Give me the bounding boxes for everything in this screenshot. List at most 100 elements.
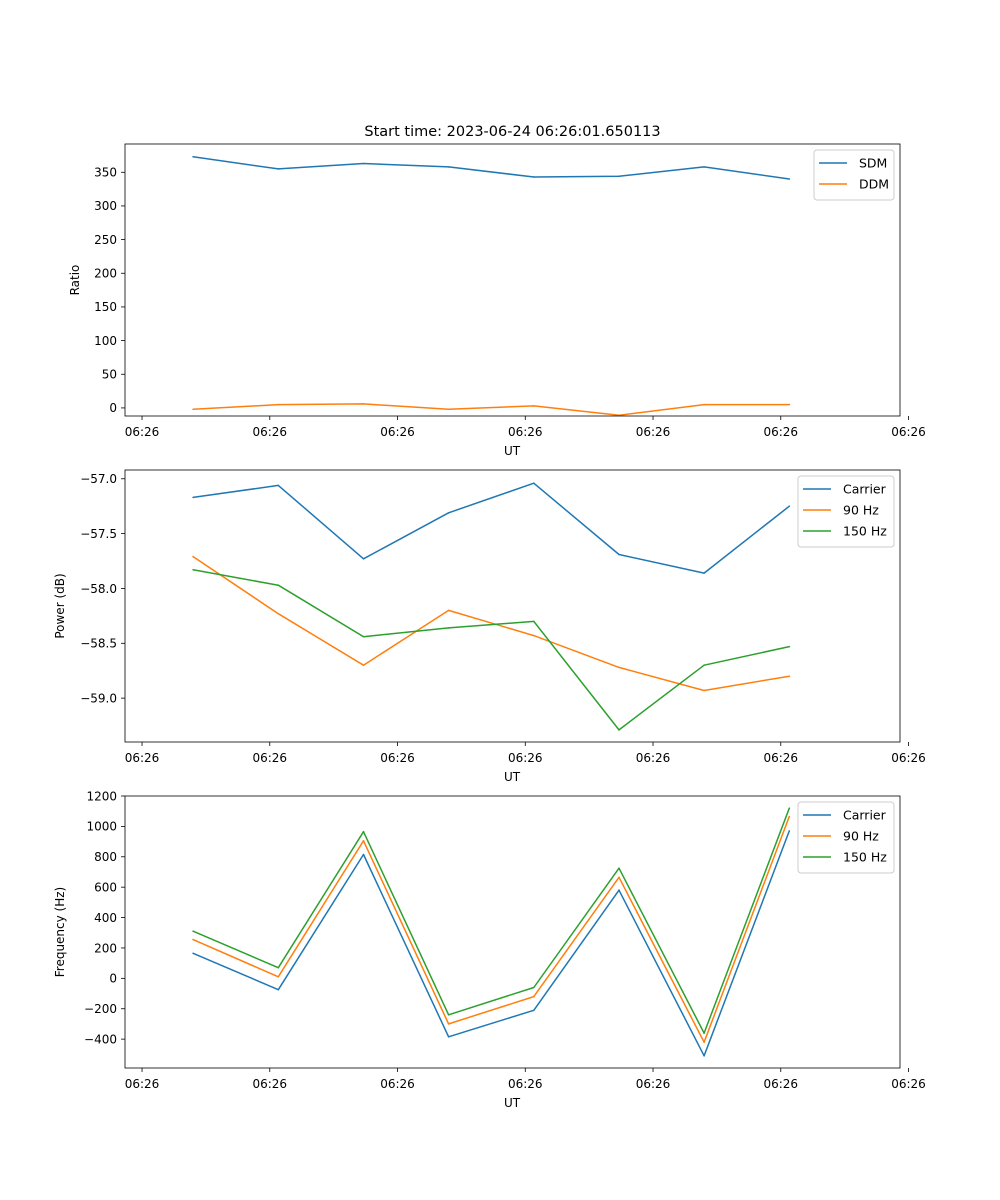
data-point-150-hz (277, 966, 280, 969)
x-axis-label: UT (504, 1096, 521, 1110)
data-point-carrier (533, 1009, 535, 1012)
legend-label: Carrier (843, 482, 887, 497)
x-tick-label: 06:26 (763, 751, 798, 765)
data-point-90-hz (192, 938, 194, 941)
legend-label: 150 Hz (843, 524, 887, 539)
y-tick-label: 100 (94, 334, 117, 348)
legend: Carrier 90 Hz 150 Hz (797, 801, 895, 874)
y-tick-label: 150 (94, 300, 117, 314)
series-line-90-hz (192, 816, 791, 1043)
x-tick-label: 06:26 (508, 425, 543, 439)
plot-frame (124, 795, 901, 1069)
x-tick-label: 06:26 (252, 1077, 287, 1091)
data-point-90-hz (447, 1023, 450, 1025)
data-point-150-hz (618, 867, 620, 869)
y-tick-label: 800 (94, 850, 117, 864)
data-point-sdm (447, 166, 450, 168)
data-point-ddm (447, 408, 450, 411)
chart-panel-2: 06:26 06:26 06:26 06:26 06:26 06:26 06:26 −59.0… (53, 469, 926, 784)
x-tick-label: 06:26 (891, 425, 926, 439)
data-point-90-hz (277, 612, 280, 615)
data-point-carrier (788, 505, 791, 508)
series-line-ddm (193, 403, 790, 417)
data-point-150-hz (277, 584, 280, 586)
y-axis-label: Power (dB) (53, 573, 67, 638)
data-point-carrier (192, 496, 194, 499)
x-tick-label: 06:26 (252, 751, 287, 765)
y-tick-label: 200 (94, 941, 117, 955)
legend: Carrier 90 Hz 150 Hz (797, 475, 895, 548)
data-point-90-hz (192, 555, 194, 558)
x-tick-label: 06:26 (125, 425, 160, 439)
data-point-sdm (277, 168, 280, 170)
y-tick-label: −400 (84, 1032, 117, 1046)
x-tick-label: 06:26 (508, 751, 543, 765)
data-point-ddm (362, 403, 365, 405)
y-tick-label: −200 (84, 1002, 117, 1016)
data-point-90-hz (447, 609, 450, 612)
data-point-carrier (362, 558, 365, 560)
x-tick-label: 06:26 (125, 1077, 160, 1091)
data-point-sdm (788, 178, 791, 180)
data-point-150-hz (447, 1014, 450, 1016)
data-point-carrier (362, 853, 365, 856)
data-point-90-hz (703, 1041, 705, 1043)
chart-panels: 06:26 06:26 06:26 06:26 06:26 06:26 06:26 0 50 10… (53, 143, 926, 1110)
x-tick-label: 06:26 (636, 751, 671, 765)
legend-label: 90 Hz (843, 829, 879, 844)
x-tick-label: 06:26 (252, 425, 287, 439)
chart-panel-1: 06:26 06:26 06:26 06:26 06:26 06:26 06:26 0 50 10… (68, 143, 926, 458)
data-point-sdm (533, 176, 535, 178)
y-tick-label: 300 (94, 199, 117, 213)
data-point-150-hz (192, 569, 194, 571)
legend-label: 90 Hz (843, 503, 879, 518)
x-tick-label: 06:26 (763, 1077, 798, 1091)
x-tick-label: 06:26 (380, 751, 415, 765)
x-tick-label: 06:26 (891, 1077, 926, 1091)
data-point-carrier (277, 484, 280, 487)
data-point-90-hz (618, 666, 620, 669)
data-point-90-hz (618, 876, 620, 879)
x-tick-label: 06:26 (380, 425, 415, 439)
x-axis-label: UT (504, 770, 521, 784)
data-point-carrier (533, 482, 535, 485)
x-tick-label: 06:26 (636, 425, 671, 439)
x-tick-label: 06:26 (380, 1077, 415, 1091)
x-axis-label: UT (504, 444, 521, 458)
data-point-carrier (447, 1036, 450, 1038)
legend: SDM DDM (813, 149, 895, 201)
x-tick-label: 06:26 (891, 751, 926, 765)
y-tick-label: −57.5 (80, 527, 117, 541)
data-point-ddm (788, 403, 791, 406)
data-point-150-hz (192, 930, 194, 932)
data-point-ddm (277, 403, 280, 406)
data-point-90-hz (277, 976, 280, 978)
legend-label: DDM (859, 177, 889, 192)
data-point-150-hz (618, 729, 620, 731)
data-point-ddm (533, 405, 535, 407)
plot-frame (124, 469, 901, 743)
plot-frame (124, 143, 901, 417)
y-tick-label: 400 (94, 911, 117, 925)
legend-label: SDM (859, 156, 887, 171)
data-point-ddm (192, 408, 194, 411)
data-point-90-hz (788, 815, 791, 818)
data-point-150-hz (362, 830, 365, 833)
y-tick-label: 0 (109, 401, 117, 415)
data-point-sdm (362, 162, 365, 165)
data-point-ddm (703, 403, 705, 406)
chart-panel-3: 06:26 06:26 06:26 06:26 06:26 06:26 06:26 −400 −… (53, 789, 926, 1110)
data-point-90-hz (788, 675, 791, 677)
series-line-90-hz (192, 555, 790, 692)
data-point-carrier (618, 889, 620, 891)
y-tick-label: −59.0 (80, 691, 117, 705)
data-point-90-hz (362, 840, 365, 842)
data-point-carrier (192, 952, 194, 955)
legend-box (797, 475, 895, 548)
data-point-150-hz (703, 664, 705, 666)
data-point-150-hz (447, 627, 450, 629)
series-line-150-hz (192, 807, 791, 1034)
data-point-carrier (447, 512, 450, 514)
legend-label: Carrier (843, 808, 887, 823)
